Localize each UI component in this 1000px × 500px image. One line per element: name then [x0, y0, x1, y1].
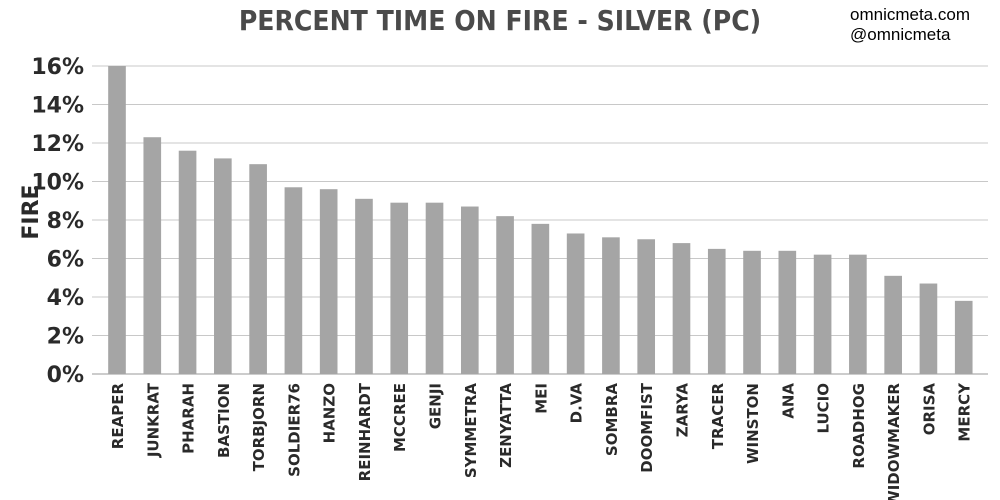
x-tick-label: SOMBRA: [603, 383, 621, 456]
x-tick-label: WINSTON: [744, 383, 762, 464]
bar-winston: [743, 250, 761, 374]
x-tick-label: GENJI: [427, 383, 445, 429]
bar-pharah: [178, 150, 197, 374]
y-tick-label: 4%: [47, 286, 84, 311]
x-tick-label: D.VA: [568, 383, 586, 424]
x-tick-label: ORISA: [920, 383, 938, 436]
x-tick-label: MERCY: [956, 382, 974, 442]
x-tick-label: TRACER: [709, 383, 727, 450]
bar-ana: [778, 250, 797, 374]
bar-lucio: [813, 254, 832, 374]
x-tick-label: LUCIO: [815, 383, 833, 434]
bar-zarya: [672, 243, 691, 374]
x-tick-label: ANA: [779, 383, 797, 419]
x-tick-label: TORBJORN: [250, 383, 268, 471]
x-tick-label: REAPER: [109, 383, 127, 450]
bar-reaper: [108, 66, 126, 374]
bars: [108, 66, 973, 374]
y-tick-label: 0%: [47, 363, 84, 388]
x-tick-label: SOLDIER76: [285, 383, 303, 477]
y-tick-label: 10%: [31, 171, 84, 196]
y-tick-label: 16%: [31, 55, 84, 80]
x-tick-label: ZARYA: [673, 383, 691, 438]
bar-mccree: [390, 202, 409, 374]
x-axis-ticks: REAPER JUNKRAT PHARAH BASTION TORBJORN SOLDIE…: [109, 382, 974, 500]
x-tick-label: DOOMFIST: [638, 382, 656, 473]
chart-title: PERCENT TIME ON FIRE - SILVER (PC): [239, 4, 761, 37]
bar-sombra: [602, 237, 620, 374]
bar-mercy: [954, 300, 973, 374]
bar-d-va: [566, 233, 585, 374]
bar-bastion: [214, 158, 232, 374]
bar-soldier76: [284, 187, 303, 374]
bar-mei: [531, 223, 550, 374]
y-tick-label: 12%: [31, 132, 84, 157]
bar-genji: [425, 202, 444, 374]
y-tick-label: 8%: [47, 209, 84, 234]
x-tick-label: JUNKRAT: [144, 382, 162, 458]
bar-widowmaker: [884, 275, 902, 374]
brand-site: omnicmeta.com: [850, 5, 970, 24]
y-tick-label: 2%: [47, 325, 84, 350]
bar-junkrat: [143, 137, 162, 374]
brand-handle: @omnicmeta: [850, 25, 951, 44]
x-tick-label: MEI: [532, 383, 550, 414]
bar-zenyatta: [496, 216, 514, 374]
x-tick-label: MCCREE: [391, 383, 409, 452]
bar-torbjorn: [249, 164, 267, 374]
x-tick-label: WIDOWMAKER: [885, 383, 903, 500]
y-axis-label: FIRE: [19, 184, 44, 239]
x-tick-label: HANZO: [321, 383, 339, 443]
bar-reinhardt: [355, 198, 373, 374]
x-tick-label: ZENYATTA: [497, 383, 515, 468]
y-tick-label: 6%: [47, 248, 84, 273]
bar-symmetra: [460, 206, 479, 374]
x-tick-label: SYMMETRA: [462, 383, 480, 479]
bar-tracer: [707, 248, 726, 374]
x-tick-label: BASTION: [215, 383, 233, 458]
x-tick-label: PHARAH: [180, 383, 198, 454]
bar-doomfist: [637, 239, 656, 374]
bar-hanzo: [319, 189, 338, 374]
y-axis-ticks: 0% 2% 4% 6% 8% 10% 12% 14% 16%: [31, 55, 84, 388]
bar-roadhog: [849, 254, 867, 374]
x-tick-label: REINHARDT: [356, 382, 374, 481]
x-tick-label: ROADHOG: [850, 383, 868, 469]
y-tick-label: 14%: [31, 94, 84, 119]
bar-orisa: [919, 283, 938, 374]
